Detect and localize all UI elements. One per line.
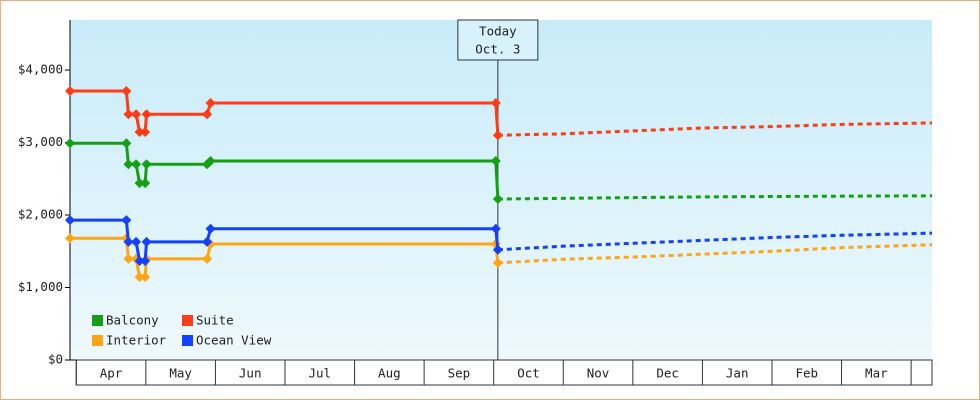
today-date: Oct. 3: [475, 42, 520, 57]
series-forecast-line: [497, 243, 933, 265]
point: [121, 215, 132, 226]
point: [134, 127, 145, 138]
point: [490, 156, 501, 167]
point: [141, 109, 152, 120]
point: [131, 109, 142, 120]
x-tick-label: Sep: [448, 366, 471, 381]
x-tick-label: Mar: [865, 366, 888, 381]
legend-label: Interior: [106, 333, 167, 348]
x-tick-label: Nov: [587, 366, 610, 381]
point: [123, 253, 134, 264]
point: [121, 86, 132, 97]
x-tick-label: Aug: [378, 366, 401, 381]
point: [490, 223, 501, 234]
point: [140, 178, 151, 189]
point: [131, 159, 142, 170]
y-tick-label: $4,000: [18, 62, 63, 77]
point: [492, 194, 503, 205]
plot-area: [70, 20, 932, 360]
point: [205, 98, 216, 109]
point: [202, 253, 213, 264]
point: [202, 236, 213, 247]
y-tick-label: $2,000: [18, 207, 63, 222]
x-tick-label: Jan: [726, 366, 749, 381]
today-label: Today: [479, 24, 517, 39]
point: [141, 236, 152, 247]
point: [140, 127, 151, 138]
point: [65, 138, 75, 149]
x-tick-label: Dec: [656, 366, 679, 381]
point: [65, 233, 75, 244]
point: [490, 98, 501, 109]
y-tick-label: $0: [48, 352, 63, 367]
point: [140, 271, 151, 282]
x-tick-label: Oct: [517, 366, 540, 381]
y-tick-label: $1,000: [18, 279, 63, 294]
point: [140, 256, 151, 267]
legend-label: Balcony: [106, 313, 159, 328]
legend-label: Suite: [196, 313, 234, 328]
point: [131, 236, 142, 247]
legend-swatch: [182, 335, 193, 346]
series-forecast-line: [497, 121, 933, 137]
point: [205, 223, 216, 234]
point: [492, 244, 503, 255]
point: [121, 233, 132, 244]
series-forecast-line: [497, 194, 933, 201]
point: [141, 159, 152, 170]
x-tick-label: Jun: [239, 366, 262, 381]
point: [123, 159, 134, 170]
point: [65, 215, 75, 226]
x-axis-band: [75, 359, 933, 386]
legend-label: Ocean View: [196, 333, 272, 348]
point: [123, 109, 134, 120]
point: [492, 130, 503, 141]
point: [134, 178, 145, 189]
today-box: [457, 19, 539, 61]
x-tick-label: Apr: [100, 366, 123, 381]
point: [202, 109, 213, 120]
point: [134, 256, 145, 267]
point: [492, 257, 503, 268]
legend-swatch: [182, 315, 193, 326]
point: [134, 271, 145, 282]
legend-swatch: [92, 315, 103, 326]
point: [205, 156, 216, 167]
x-tick-label: Feb: [795, 366, 818, 381]
x-tick-label: Jul: [308, 366, 331, 381]
point: [65, 86, 75, 97]
series-forecast-line: [497, 231, 933, 252]
point: [123, 236, 134, 247]
x-tick-label: May: [169, 366, 192, 381]
legend-swatch: [92, 335, 103, 346]
point: [121, 138, 132, 149]
y-tick-label: $3,000: [18, 134, 63, 149]
